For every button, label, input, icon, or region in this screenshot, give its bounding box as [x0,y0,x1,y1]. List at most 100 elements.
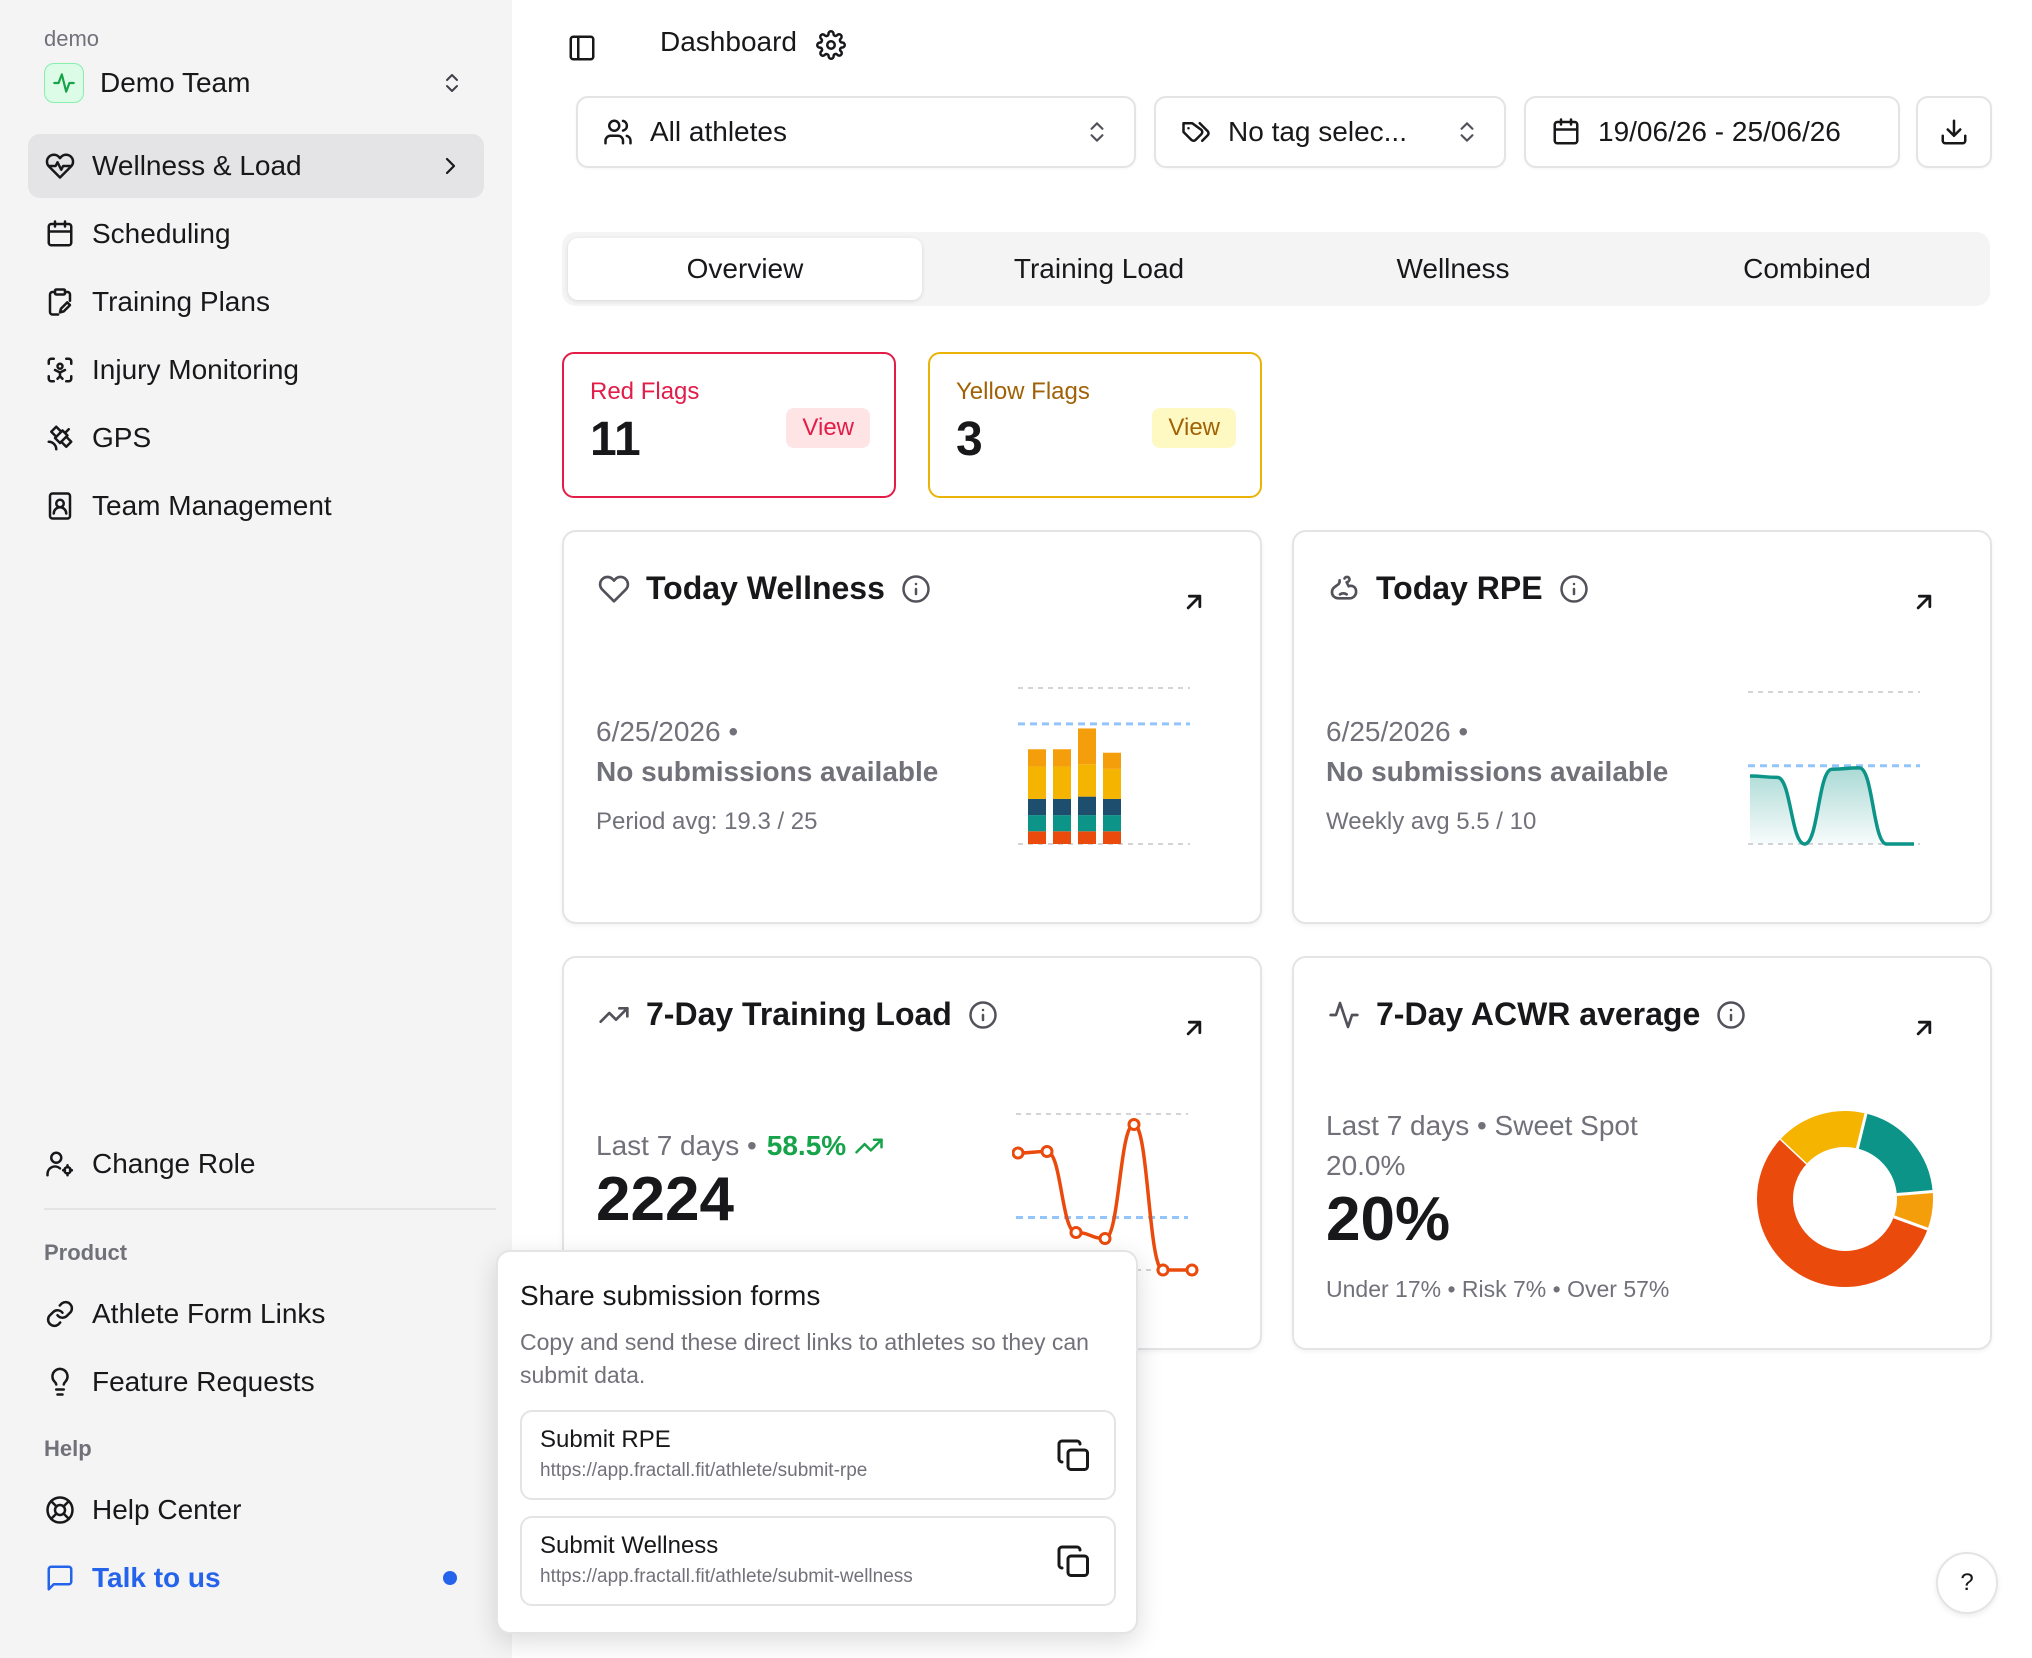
bar-segment [1028,831,1046,844]
clipboard-edit-icon [44,286,76,318]
arrow-up-right-icon[interactable] [1910,588,1938,616]
info-icon[interactable] [1716,1000,1746,1030]
info-icon[interactable] [968,1000,998,1030]
team-switcher[interactable]: Demo Team [44,62,474,104]
sidebar-item-label: Athlete Form Links [92,1298,326,1329]
link-url[interactable]: https://app.fractall.fit/athlete/submit-… [540,1566,913,1587]
tag-filter-value: No tag selec... [1228,116,1407,147]
sidebar-item-training-plans[interactable]: Training Plans [28,270,484,334]
sidebar-item-talk-to-us[interactable]: Talk to us [28,1546,484,1610]
sidebar-item-team-management[interactable]: Team Management [28,474,484,538]
tab-training-load[interactable]: Training Load [1013,253,1185,284]
bar-segment [1078,764,1096,797]
red-flags-count: 11 [590,413,641,466]
acwr-value: 20% [1326,1185,1451,1254]
lifebuoy-icon [44,1494,76,1526]
dashboard-settings-button[interactable] [814,28,848,62]
bar-segment [1103,798,1121,816]
arrow-up-right-icon[interactable] [1180,588,1208,616]
sidebar-item-scheduling[interactable]: Scheduling [28,202,484,266]
flexed-bicep-icon [1326,571,1362,607]
sidebar-item-injury-monitoring[interactable]: Injury Monitoring [28,338,484,402]
card-status: No submissions available [1326,756,1669,787]
bar-segment [1103,768,1121,799]
data-point [1040,1145,1054,1158]
bar-segment [1103,831,1121,844]
bar-segment [1103,815,1121,832]
acwr-donut-chart [1757,1111,1933,1287]
bar-segment [1053,749,1071,767]
acwr-card[interactable]: 7-Day ACWR average Last 7 days • Sweet S… [1292,956,1992,1350]
acwr-breakdown: Under 17% • Risk 7% • Over 57% [1326,1276,1670,1302]
change-role-button[interactable]: Change Role [28,1132,484,1196]
sidebar-item-label: Team Management [92,490,332,521]
sidebar-toggle-button[interactable] [562,28,602,68]
today-wellness-card[interactable]: Today Wellness 6/25/2026 • No submission… [562,530,1262,924]
submit-rpe-link-box: Submit RPE https://app.fractall.fit/athl… [520,1410,1116,1500]
sidebar-item-wellness-load[interactable]: Wellness & Load [28,134,484,198]
tab-wellness[interactable]: Wellness [1396,253,1510,284]
data-point [1156,1263,1170,1277]
bar-segment [1028,766,1046,799]
date-range-picker[interactable]: 19/06/26 - 25/06/26 [1524,96,1900,168]
link-url[interactable]: https://app.fractall.fit/athlete/submit-… [540,1460,868,1481]
bar-segment [1053,831,1071,844]
sidebar-item-label: Feature Requests [92,1366,315,1397]
sidebar-item-gps[interactable]: GPS [28,406,484,470]
workspace-org: demo [44,26,100,51]
copy-icon[interactable] [1056,1438,1092,1474]
today-rpe-card[interactable]: Today RPE 6/25/2026 • No submissions ava… [1292,530,1992,924]
sidebar-item-label: Wellness & Load [92,150,302,181]
arrow-up-right-icon[interactable] [1180,1014,1208,1042]
tab-overview[interactable]: Overview [568,238,922,300]
chevron-right-icon [436,152,464,180]
bar-segment [1078,815,1096,832]
dashboard-tabs: Overview Training Load Wellness Combined [562,232,1990,306]
copy-icon[interactable] [1056,1544,1092,1580]
card-footer: Weekly avg 5.5 / 10 [1326,808,1537,835]
info-icon[interactable] [901,574,931,604]
download-button[interactable] [1916,96,1992,168]
bar-segment [1078,728,1096,765]
sidebar-item-help-center[interactable]: Help Center [28,1478,484,1542]
change-percent: 58.5% [766,1130,847,1161]
card-footer: Period avg: 19.3 / 25 [596,808,818,835]
calendar-icon [1550,116,1582,148]
user-cog-icon [44,1148,76,1180]
slice-separator [1896,1189,1933,1197]
donut-slice [1780,1111,1866,1164]
tag-filter-select[interactable]: No tag selec... [1154,96,1506,168]
card-date: 6/25/2026 • [1326,716,1469,747]
date-range-value: 19/06/26 - 25/06/26 [1598,116,1841,147]
sidebar-item-label: GPS [92,422,152,453]
sidebar-item-feature-requests[interactable]: Feature Requests [28,1350,484,1414]
help-heading: Help [44,1436,92,1461]
unread-dot [436,1564,464,1592]
bar-segment [1053,798,1071,816]
wellness-stacked-bar-chart [1018,687,1190,845]
arrow-up-right-icon[interactable] [1910,1014,1938,1042]
info-icon[interactable] [1559,574,1589,604]
heart-pulse-icon [44,150,76,182]
slice-separator [1855,1113,1868,1149]
trending-up-icon [596,997,632,1033]
rpe-area-chart [1748,691,1920,846]
contact-book-icon [44,490,76,522]
sidebar-item-athlete-form-links[interactable]: Athlete Form Links [28,1282,484,1346]
athlete-filter-select[interactable]: All athletes [576,96,1136,168]
bar-segment [1053,766,1071,799]
data-point [1098,1232,1112,1245]
bar-segment [1103,752,1121,769]
tags-icon [1180,116,1212,148]
athlete-filter-value: All athletes [650,116,787,147]
yellow-flags-title: Yellow Flags [956,378,1090,405]
area-fill [1750,767,1914,844]
red-flags-title: Red Flags [590,378,700,405]
red-flags-view-button[interactable]: View [786,408,870,448]
yellow-flags-count: 3 [956,413,983,466]
help-button[interactable]: ? [1936,1552,1998,1614]
yellow-flags-view-button[interactable]: View [1152,408,1236,448]
data-point [1185,1263,1199,1277]
tab-combined[interactable]: Combined [1743,253,1871,284]
series-line [1749,766,1914,846]
